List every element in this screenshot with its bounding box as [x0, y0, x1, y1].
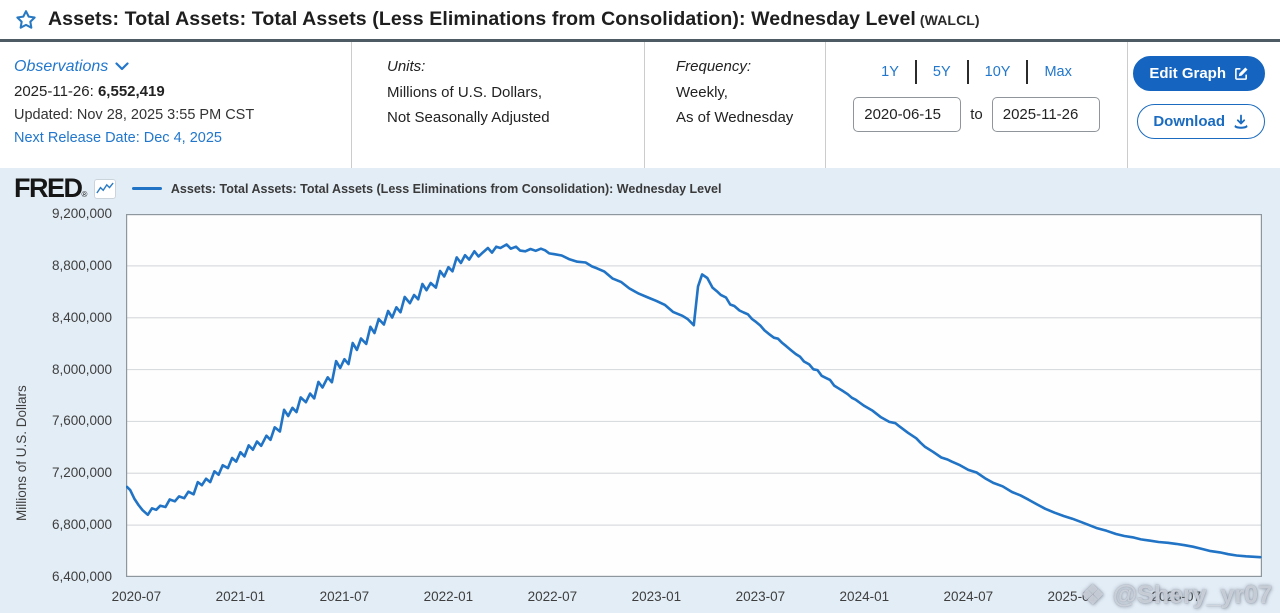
legend-line-swatch	[131, 187, 162, 190]
favorite-star-icon[interactable]	[14, 8, 38, 32]
units-label: Units:	[387, 58, 426, 75]
mini-chart-icon	[93, 178, 116, 199]
y-tick-label: 7,200,000	[51, 465, 112, 481]
observations-panel: Observations 2025-11-26: 6,552,419 Updat…	[0, 42, 352, 168]
y-axis-title: Millions of U.S. Dollars	[14, 385, 29, 521]
legend-label: Assets: Total Assets: Total Assets (Less…	[170, 181, 722, 196]
frequency-line2: As of Wednesday	[676, 109, 794, 126]
y-tick-label: 8,400,000	[51, 309, 112, 325]
range-preset-10y[interactable]: 10Y	[984, 64, 1011, 80]
observations-dropdown-label: Observations	[14, 58, 109, 75]
edit-icon	[1235, 67, 1248, 80]
watermark: ❖ @Shery_yr07	[1081, 580, 1272, 611]
x-tick-label: 2020-07	[111, 589, 162, 604]
watermark-text: @Shery_yr07	[1112, 581, 1272, 609]
x-tick-label: 2023-07	[735, 589, 786, 604]
preset-divider	[966, 60, 969, 84]
frequency-panel: Frequency: Weekly, As of Wednesday	[645, 42, 826, 168]
edit-graph-label: Edit Graph	[1149, 65, 1226, 82]
registered-mark: ®	[81, 190, 88, 199]
updated-timestamp: Updated: Nov 28, 2025 3:55 PM CST	[14, 106, 255, 123]
units-line2: Not Seasonally Adjusted	[387, 109, 550, 126]
range-preset-5y[interactable]: 5Y	[932, 64, 951, 80]
fred-logo: FRED®	[14, 173, 88, 203]
frequency-label: Frequency:	[676, 58, 752, 75]
latest-observation-date: 2025-11-26:	[14, 82, 94, 100]
range-preset-max[interactable]: Max	[1044, 64, 1072, 80]
edit-graph-button[interactable]: Edit Graph	[1133, 56, 1265, 91]
x-tick-label: 2021-07	[319, 589, 370, 604]
range-presets: 1Y 5Y 10Y Max	[826, 60, 1127, 84]
watermark-diamond-icon: ❖	[1080, 580, 1105, 610]
series-meta-bar: Observations 2025-11-26: 6,552,419 Updat…	[0, 42, 1280, 168]
y-tick-label: 8,800,000	[51, 257, 112, 273]
x-tick-label: 2022-01	[423, 589, 474, 604]
plot-area[interactable]	[126, 214, 1262, 579]
x-tick-label: 2025-07	[1151, 589, 1202, 604]
latest-observation: 2025-11-26: 6,552,419	[14, 80, 351, 104]
date-range-inputs: to	[826, 97, 1127, 132]
actions-panel: Edit Graph Download	[1128, 42, 1280, 168]
range-preset-1y[interactable]: 1Y	[881, 64, 899, 80]
y-tick-label: 7,600,000	[51, 413, 112, 429]
x-tick-label: 2021-01	[215, 589, 266, 604]
end-date-input[interactable]	[991, 97, 1100, 132]
download-label: Download	[1153, 113, 1225, 130]
observations-dropdown[interactable]: Observations	[14, 54, 129, 80]
latest-observation-value: 6,552,419	[97, 82, 165, 100]
frequency-line1: Weekly,	[676, 83, 728, 101]
series-id: (WALCL)	[919, 12, 980, 28]
units-line1: Millions of U.S. Dollars,	[387, 83, 543, 101]
date-range-panel: 1Y 5Y 10Y Max to	[826, 42, 1128, 168]
y-tick-label: 6,400,000	[51, 569, 112, 584]
y-tick-label: 8,000,000	[51, 361, 112, 377]
x-tick-label: 2024-01	[839, 589, 890, 604]
x-tick-label: 2023-01	[631, 589, 682, 604]
title-bar: Assets: Total Assets: Total Assets (Less…	[0, 0, 1280, 42]
x-tick-label: 2024-07	[943, 589, 994, 604]
y-tick-label: 6,800,000	[51, 517, 112, 533]
x-tick-label: 2025-01	[1047, 589, 1098, 604]
preset-divider	[914, 60, 917, 84]
chart-section: FRED® Assets: Total Assets: Total Assets…	[0, 168, 1280, 613]
series-title-text: Assets: Total Assets: Total Assets (Less…	[48, 8, 916, 30]
chart-header: FRED® Assets: Total Assets: Total Assets…	[14, 175, 722, 202]
page-title: Assets: Total Assets: Total Assets (Less…	[48, 8, 980, 31]
next-release-link[interactable]: Next Release Date: Dec 4, 2025	[14, 129, 222, 146]
units-panel: Units: Millions of U.S. Dollars, Not Sea…	[352, 42, 645, 168]
download-icon	[1234, 114, 1248, 129]
start-date-input[interactable]	[853, 97, 962, 132]
preset-divider	[1026, 60, 1029, 84]
legend: Assets: Total Assets: Total Assets (Less…	[131, 181, 722, 196]
to-label: to	[970, 106, 983, 123]
x-tick-label: 2022-07	[527, 589, 578, 604]
y-tick-label: 9,200,000	[51, 206, 112, 221]
download-button[interactable]: Download	[1137, 104, 1265, 139]
series-line	[126, 243, 1262, 559]
chevron-down-icon	[115, 62, 129, 71]
